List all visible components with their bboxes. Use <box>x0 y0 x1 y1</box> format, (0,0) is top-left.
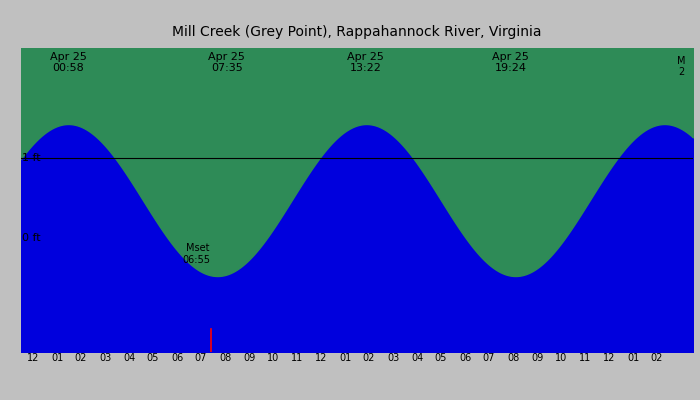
Text: Apr 25
19:24: Apr 25 19:24 <box>492 52 529 73</box>
Text: Apr 25
13:22: Apr 25 13:22 <box>347 52 384 73</box>
Text: M
2: M 2 <box>677 56 685 77</box>
Text: Mset
06:55: Mset 06:55 <box>182 243 210 265</box>
Text: 0 ft: 0 ft <box>22 233 41 243</box>
Text: Apr 25
00:58: Apr 25 00:58 <box>50 52 87 73</box>
Text: Apr 25
07:35: Apr 25 07:35 <box>209 52 246 73</box>
Text: 1 ft: 1 ft <box>22 153 41 163</box>
Title: Mill Creek (Grey Point), Rappahannock River, Virginia: Mill Creek (Grey Point), Rappahannock Ri… <box>172 25 542 39</box>
